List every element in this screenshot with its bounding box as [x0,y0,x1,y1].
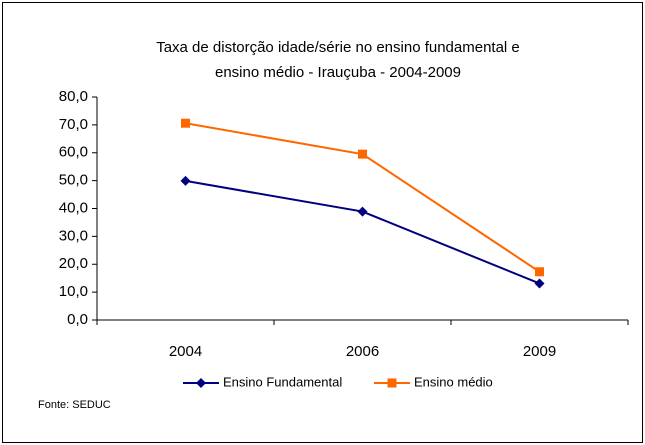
x-tick-label: 2004 [169,343,202,360]
marker [387,378,397,388]
x-tick-label: 2009 [523,343,556,360]
marker [358,149,367,159]
y-tick-label: 60,0 [59,144,88,161]
y-tick-label: 80,0 [59,88,88,105]
chart-title: ensino médio - Irauçuba - 2004-2009 [215,64,461,81]
marker [357,206,368,217]
y-tick-label: 10,0 [59,283,88,300]
marker [535,267,544,277]
y-tick-label: 40,0 [59,199,88,216]
y-tick-label: 20,0 [59,255,88,272]
source-note: Fonte: SEDUC [38,399,111,411]
marker [196,378,206,388]
marker [534,278,545,289]
y-tick-label: 0,0 [67,311,88,328]
legend-label: Ensino Fundamental [223,374,342,389]
marker [181,118,190,128]
legend-label: Ensino médio [414,374,493,389]
y-tick-label: 50,0 [59,172,88,189]
y-tick-label: 30,0 [59,227,88,244]
marker [180,175,191,186]
chart-title: Taxa de distorção idade/série no ensino … [156,39,520,56]
x-tick-label: 2006 [346,343,379,360]
y-tick-label: 70,0 [59,116,88,133]
